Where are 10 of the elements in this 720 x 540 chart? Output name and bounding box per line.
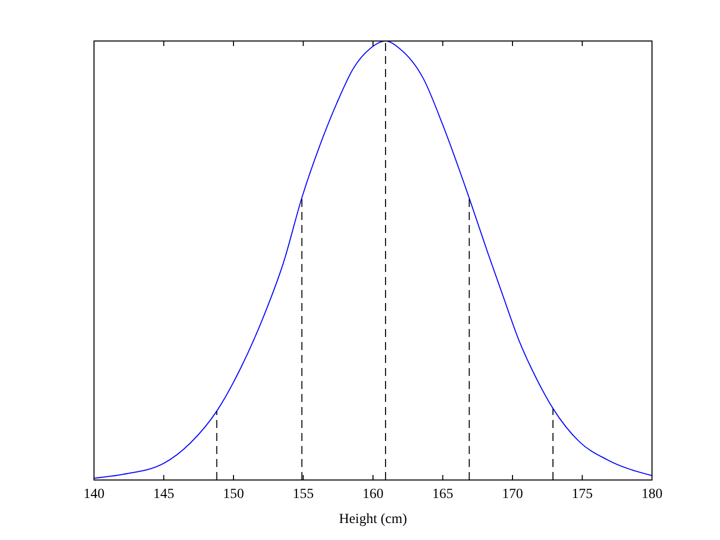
x-axis-title: Height (cm) [338,512,408,527]
x-tick-label: 175 [572,487,593,502]
x-tick-label: 140 [84,487,104,502]
x-tick-label: 170 [502,487,523,502]
x-tick-label: 180 [642,487,662,502]
x-tick-label: 160 [362,487,384,502]
x-tick-label: 155 [292,487,314,502]
x-tick-label: 150 [223,487,244,502]
x-tick-label: 165 [432,487,454,502]
x-tick-label: 145 [153,487,174,502]
